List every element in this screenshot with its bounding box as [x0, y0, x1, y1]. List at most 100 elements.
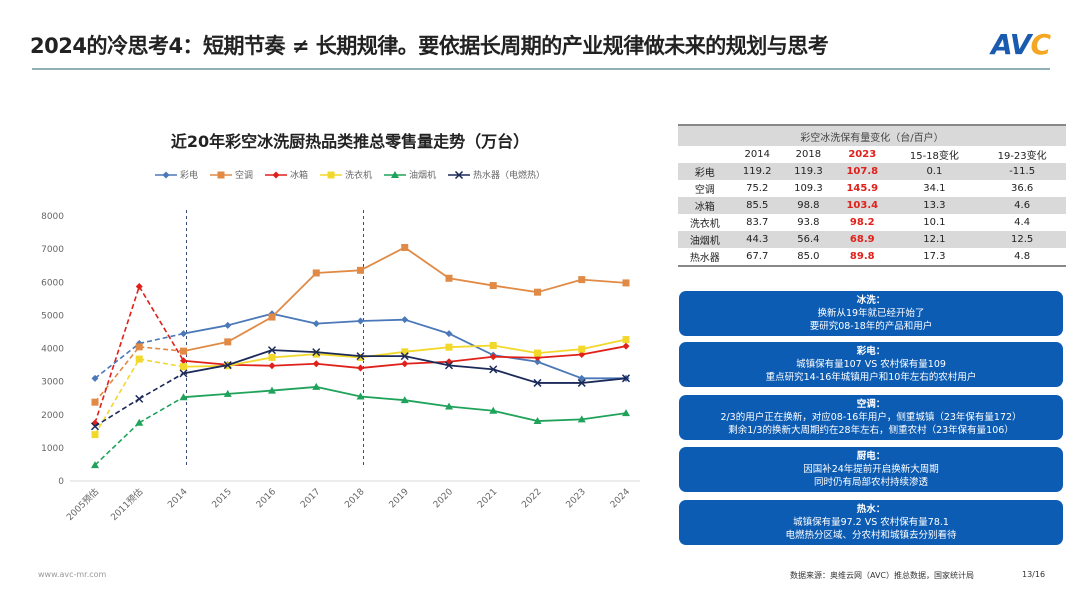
x-tick-label: 2018 — [343, 487, 366, 510]
insight-line: 重点研究14-16年城镇用户和10年左右的农村用户 — [765, 372, 977, 383]
table-cell: 冰箱 — [678, 197, 732, 214]
data-point — [578, 374, 586, 382]
data-point — [489, 282, 497, 290]
data-point — [622, 336, 630, 344]
table-cell: 34.1 — [923, 183, 946, 194]
series-line-segment — [448, 344, 494, 349]
table-cell: 12.1 — [890, 231, 979, 248]
y-tick-label: 3000 — [41, 378, 64, 388]
legend-label: 冰箱 — [289, 171, 308, 181]
table-cell: 85.5 — [731, 197, 783, 214]
series-line-segment — [448, 355, 494, 363]
legend-item: 空调 — [209, 168, 253, 181]
series-line-segment — [94, 358, 140, 436]
insight-line: 剩余1/3的换新大周期约在28年左右，侧重农村（23年保有量106） — [728, 425, 1014, 436]
data-point — [622, 409, 630, 417]
data-point — [489, 342, 497, 350]
table-cell: 119.3 — [782, 163, 834, 180]
legend-marker-icon — [209, 171, 232, 178]
series-line-segment — [316, 353, 361, 359]
insight-heading: 热水： — [856, 504, 886, 515]
title-divider — [32, 68, 1050, 70]
table-cell: 热水器 — [689, 253, 720, 264]
data-point — [401, 348, 409, 356]
table-cell: 119.2 — [731, 163, 783, 180]
y-tick-label: 7000 — [41, 245, 64, 255]
data-point — [223, 389, 232, 397]
table-cell: 98.2 — [849, 217, 875, 228]
series-line-segment — [271, 353, 317, 359]
data-point — [533, 378, 542, 387]
series-line-segment — [271, 362, 317, 367]
series-line-segment — [581, 345, 627, 356]
table-cell: 36.6 — [1010, 183, 1034, 194]
series-line-segment — [493, 344, 538, 355]
data-point — [489, 406, 498, 414]
data-point — [312, 360, 320, 368]
table-cell: 4.8 — [1014, 251, 1031, 262]
data-point — [91, 461, 99, 469]
data-point — [357, 266, 364, 274]
series-line-segment — [404, 346, 450, 353]
table-cell: 75.2 — [746, 183, 769, 194]
series-line-segment — [94, 398, 140, 428]
series-line-segment — [316, 320, 361, 325]
insight-heading: 冰洗： — [856, 295, 886, 306]
series-line-segment — [448, 332, 494, 356]
series-line-segment — [360, 246, 406, 272]
series-1 — [91, 243, 630, 406]
insight-line: 2/3的用户正在换新，对应08-16年用户，侧重城镇（23年保有量172） — [720, 412, 1022, 423]
y-tick-label: 6000 — [41, 278, 64, 288]
data-point — [621, 374, 631, 383]
data-point — [489, 365, 498, 374]
table-cell: 0.1 — [890, 163, 979, 180]
series-line-segment — [183, 340, 228, 353]
legend-label: 空调 — [234, 171, 253, 181]
table-cell: 13.3 — [890, 197, 979, 214]
data-point — [179, 393, 188, 401]
legend-marker-icon — [264, 171, 287, 178]
data-point — [534, 358, 541, 366]
y-tick-label: 5000 — [41, 311, 64, 321]
x-tick-label: 2017 — [299, 487, 322, 510]
y-tick-label: 0 — [58, 477, 64, 487]
column-header: 2014 — [744, 149, 770, 160]
series-line-segment — [537, 353, 582, 359]
series-line-segment — [227, 316, 273, 343]
insight-box: 热水： 城镇保有量97.2 VS 农村保有量78.1 电燃热分区域、分农村和城镇去分… — [679, 500, 1063, 545]
series-line-segment — [139, 332, 184, 345]
data-point — [268, 313, 276, 321]
data-point — [91, 398, 99, 406]
data-point — [312, 350, 320, 358]
table-cell: 98.8 — [782, 197, 834, 214]
table-row: 空调 75.2 109.3 145.9 34.1 36.6 — [678, 180, 1066, 197]
data-point — [312, 269, 320, 277]
table-cell: 彩电 — [678, 163, 732, 180]
table-row: 洗衣机 83.7 93.8 98.2 10.1 4.4 — [678, 214, 1066, 231]
data-point — [534, 349, 541, 357]
table-cell: 4.4 — [1014, 217, 1031, 228]
footer-url[interactable]: www.avc-mr.com — [38, 570, 107, 579]
data-point — [135, 355, 143, 363]
insight-box: 彩电： 城镇保有量107 VS 农村保有量109 重点研究14-16年城镇用户和10… — [679, 342, 1063, 387]
data-point — [223, 361, 232, 370]
table-cell: 107.8 — [834, 163, 891, 180]
insight-heading: 厨电： — [856, 451, 886, 462]
series-line-segment — [139, 358, 184, 368]
series-line-segment — [227, 312, 273, 327]
data-point — [312, 382, 321, 390]
data-point — [445, 343, 453, 351]
series-line-segment — [537, 360, 583, 380]
series-line-segment — [271, 312, 317, 325]
series-line-segment — [360, 395, 405, 402]
chart-legend: 彩电 空调 冰箱 洗衣机 油烟机 热水器（电燃热） — [140, 168, 560, 181]
x-tick-label: 2015 — [211, 487, 234, 510]
data-point — [445, 274, 453, 282]
x-tick-label: 2021 — [476, 487, 499, 510]
series-3 — [91, 336, 630, 439]
data-point — [401, 360, 409, 368]
series-line-segment — [183, 324, 228, 335]
data-point — [179, 369, 188, 378]
data-point — [357, 317, 364, 325]
legend-marker-icon — [384, 170, 407, 178]
